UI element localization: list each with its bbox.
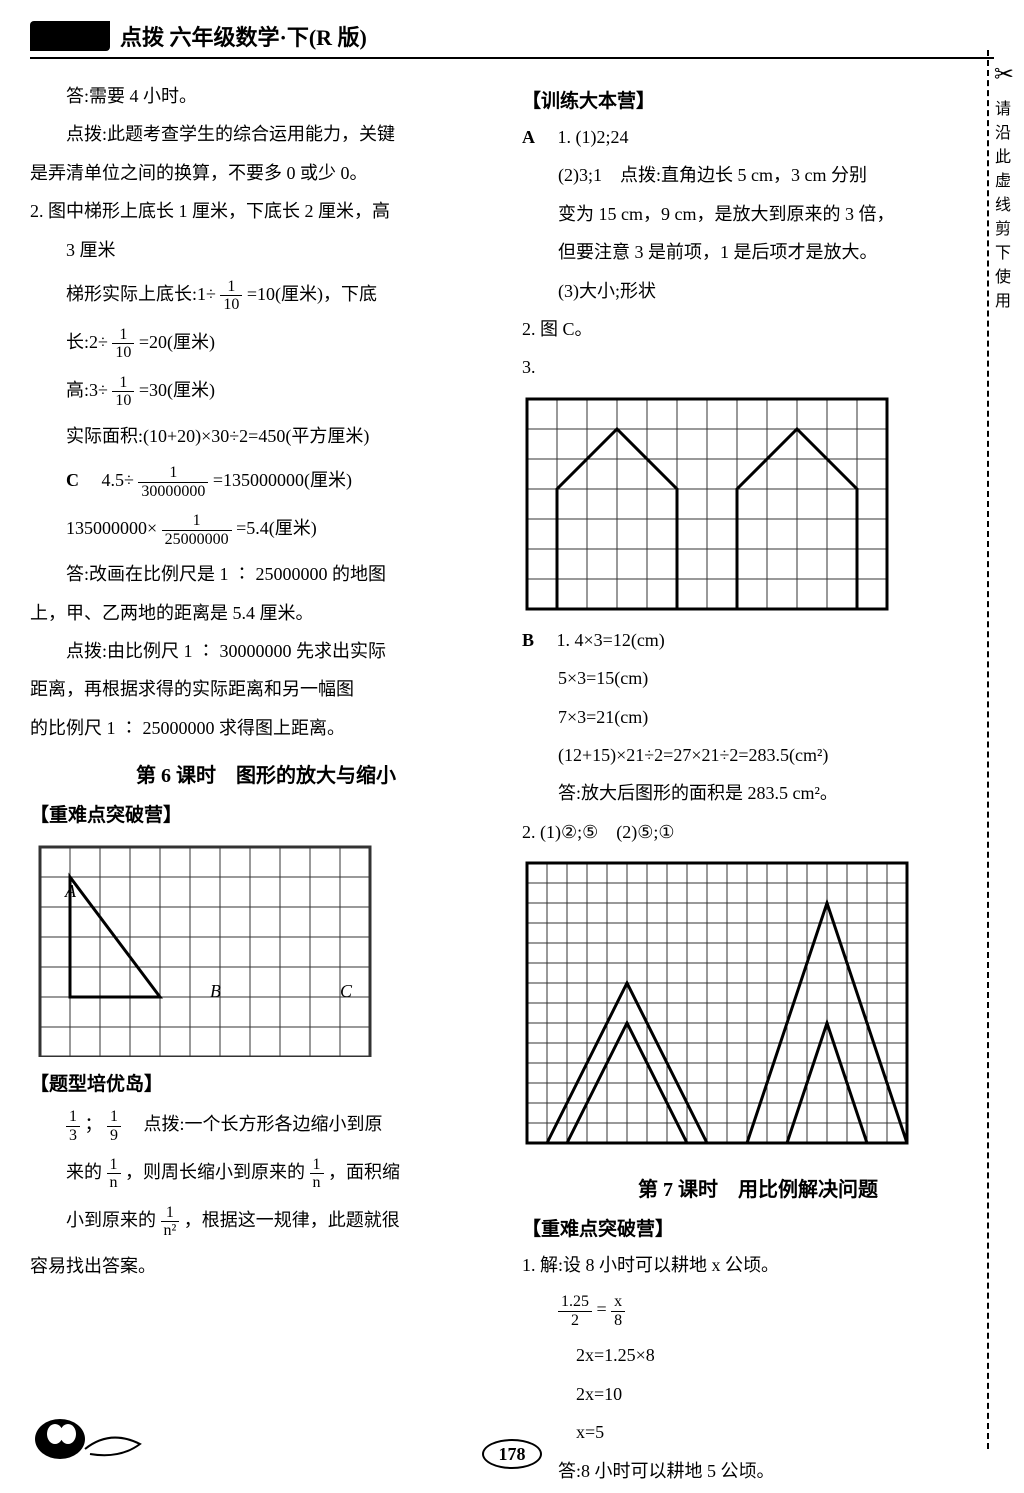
- formula: 小到原来的 1n² ，根据这一规律，此题就很: [66, 1202, 502, 1240]
- fraction: x8: [611, 1293, 625, 1329]
- formula-text: =135000000(厘米): [213, 470, 352, 490]
- text-line: 7×3=21(cm): [522, 701, 994, 733]
- text-line: 2. 图中梯形上底长 1 厘米，下底长 2 厘米，高: [30, 195, 502, 227]
- text-line: 2x=1.25×8: [522, 1339, 994, 1371]
- fraction: 110: [112, 374, 134, 410]
- bracket-title: 【重难点突破营】: [522, 1214, 994, 1241]
- text-line: (12+15)×21÷2=27×21÷2=283.5(cm²): [522, 739, 994, 771]
- text-line: 容易找出答案。: [30, 1250, 502, 1282]
- formula-text: 高:3÷: [66, 380, 108, 400]
- formula-text: =20(厘米): [139, 332, 215, 352]
- text-line: 2x=10: [522, 1378, 994, 1410]
- text-line: 点拨:此题考查学生的综合运用能力，关键: [30, 118, 502, 150]
- formula-text: 来的: [66, 1162, 102, 1182]
- scissors-icon: ✂: [994, 60, 1014, 89]
- right-column: 【训练大本营】 A 1. (1)2;24 (2)3;1 点拨:直角边长 5 cm…: [522, 74, 994, 1493]
- formula-text: 梯形实际上底长:1÷: [66, 284, 216, 304]
- formula-text: ，面积缩: [328, 1162, 400, 1182]
- formula-text: 长:2÷: [66, 332, 108, 352]
- section-title: 第 6 课时 图形的放大与缩小: [30, 759, 502, 788]
- main-columns: 答:需要 4 小时。 点拨:此题考查学生的综合运用能力，关键 是弄清单位之间的换…: [30, 74, 994, 1493]
- left-column: 答:需要 4 小时。 点拨:此题考查学生的综合运用能力，关键 是弄清单位之间的换…: [30, 74, 502, 1493]
- page-number: 178: [482, 1439, 542, 1469]
- fraction: 130000000: [138, 464, 208, 500]
- text-line: 点拨:由比例尺 1 ∶ 30000000 先求出实际: [30, 635, 502, 667]
- formula: 长:2÷ 110 =20(厘米): [66, 324, 502, 362]
- grid-diagram-2: [522, 394, 994, 614]
- grid-label-C: C: [340, 981, 353, 1001]
- formula-text: 4.5÷: [102, 470, 134, 490]
- fraction: 1n: [107, 1156, 121, 1192]
- answer-text: 1. 4×3=12(cm): [557, 630, 665, 650]
- text-line: 1. 解:设 8 小时可以耕地 x 公顷。: [522, 1249, 994, 1281]
- text-line: B 1. 4×3=12(cm): [522, 624, 994, 656]
- section-title: 第 7 课时 用比例解决问题: [522, 1173, 994, 1202]
- bracket-title: 【训练大本营】: [522, 86, 994, 113]
- fraction: 125000000: [162, 512, 232, 548]
- grid-label-B: B: [210, 981, 221, 1001]
- text-line: 变为 15 cm，9 cm，是放大到原来的 3 倍，: [522, 198, 994, 230]
- text-line: 2. 图 C。: [522, 313, 994, 345]
- text-line: 但要注意 3 是前项，1 是后项才是放大。: [522, 236, 994, 268]
- formula: 高:3÷ 110 =30(厘米): [66, 372, 502, 410]
- text-line: 答:8 小时可以耕地 5 公顷。: [522, 1455, 994, 1487]
- bracket-title: 【题型培优岛】: [30, 1069, 502, 1096]
- grid-diagram-1: A B C: [30, 837, 502, 1057]
- formula-text: ，根据这一规律，此题就很: [184, 1210, 400, 1230]
- formula-text: 135000000×: [66, 518, 157, 538]
- formula: 1.252 = x8: [558, 1291, 994, 1329]
- text-line: 上，甲、乙两地的距离是 5.4 厘米。: [30, 597, 502, 629]
- formula-text: 点拨:一个长方形各边缩小到原: [126, 1114, 383, 1134]
- text-line: 实际面积:(10+20)×30÷2=450(平方厘米): [30, 420, 502, 452]
- grid-label-A: A: [64, 881, 77, 901]
- text-line: 3.: [522, 351, 994, 383]
- answer-text: 1. (1)2;24: [558, 127, 629, 147]
- bottom-decoration: [30, 1409, 150, 1469]
- text-line: 5×3=15(cm): [522, 662, 994, 694]
- header-title: 点拨 六年级数学·下(R 版): [120, 20, 367, 52]
- formula: C 4.5÷ 130000000 =135000000(厘米): [66, 462, 502, 500]
- formula-text: =10(厘米)，下底: [247, 284, 377, 304]
- text-line: 答:放大后图形的面积是 283.5 cm²。: [522, 777, 994, 809]
- text-line: x=5: [522, 1416, 994, 1448]
- text-line: 是弄清单位之间的换算，不要多 0 或少 0。: [30, 157, 502, 189]
- text-line: 答:需要 4 小时。: [30, 80, 502, 112]
- option-label: C: [66, 470, 79, 490]
- cut-note: 请沿此虚线剪下使用: [988, 100, 1012, 316]
- formula-text: 小到原来的: [66, 1210, 156, 1230]
- formula-text: ；: [85, 1114, 103, 1134]
- text-line: 答:改画在比例尺是 1 ∶ 25000000 的地图: [30, 558, 502, 590]
- fraction: 19: [107, 1108, 121, 1144]
- text-line: A 1. (1)2;24: [522, 121, 994, 153]
- formula: 13 ； 19 点拨:一个长方形各边缩小到原: [66, 1106, 502, 1144]
- fraction: 1n²: [161, 1204, 180, 1240]
- text-line: 的比例尺 1 ∶ 25000000 求得图上距离。: [30, 712, 502, 744]
- text-line: 距离，再根据求得的实际距离和另一幅图: [30, 673, 502, 705]
- option-label: B: [522, 630, 534, 650]
- formula: 梯形实际上底长:1÷ 110 =10(厘米)，下底: [66, 276, 502, 314]
- text-line: (2)3;1 点拨:直角边长 5 cm，3 cm 分别: [522, 159, 994, 191]
- page-header: 点拨 六年级数学·下(R 版): [30, 20, 994, 59]
- fraction: 13: [66, 1108, 80, 1144]
- fraction: 1.252: [558, 1293, 592, 1329]
- formula-text: =: [597, 1299, 607, 1319]
- text-line: (3)大小;形状: [522, 275, 994, 307]
- text-line: 2. (1)②;⑤ (2)⑤;①: [522, 816, 994, 848]
- formula-text: ，则周长缩小到原来的: [125, 1162, 305, 1182]
- formula: 来的 1n ，则周长缩小到原来的 1n ，面积缩: [66, 1154, 502, 1192]
- formula-text: =5.4(厘米): [236, 518, 317, 538]
- formula-text: =30(厘米): [139, 380, 215, 400]
- fraction: 110: [220, 278, 242, 314]
- formula: 135000000× 125000000 =5.4(厘米): [66, 510, 502, 548]
- text-line: 3 厘米: [30, 234, 502, 266]
- grid-diagram-3: [522, 858, 994, 1158]
- fraction: 110: [112, 326, 134, 362]
- fraction: 1n: [310, 1156, 324, 1192]
- option-label: A: [522, 127, 535, 147]
- bracket-title: 【重难点突破营】: [30, 800, 502, 827]
- logo-mark: [30, 21, 110, 51]
